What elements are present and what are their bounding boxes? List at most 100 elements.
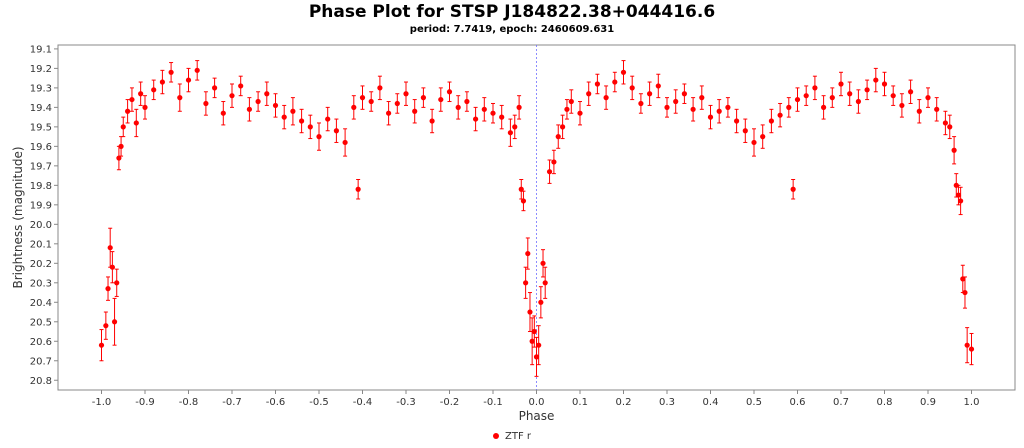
x-tick-label: -0.4: [353, 397, 373, 408]
data-point: [481, 106, 487, 112]
data-point: [734, 118, 740, 124]
data-point: [812, 85, 818, 91]
data-point: [325, 116, 331, 122]
x-tick-label: 0.6: [790, 397, 806, 408]
y-tick-label: 20.6: [30, 337, 52, 348]
data-point: [299, 118, 305, 124]
data-point: [612, 79, 618, 85]
data-point: [742, 128, 748, 134]
data-point: [490, 110, 496, 116]
data-point: [103, 323, 109, 329]
data-point: [760, 134, 766, 140]
x-tick-label: -0.2: [440, 397, 460, 408]
data-point: [536, 342, 542, 348]
legend-label: ZTF r: [504, 431, 531, 442]
data-point: [955, 192, 962, 198]
data-point: [212, 85, 218, 91]
y-tick-label: 19.5: [30, 122, 52, 133]
data-point: [351, 104, 357, 110]
data-point: [455, 104, 461, 110]
data-point: [777, 112, 783, 118]
y-tick-label: 20.8: [30, 376, 52, 387]
data-point: [873, 77, 879, 83]
data-point: [555, 134, 561, 140]
data-point: [899, 102, 905, 109]
x-tick-label: 0.9: [920, 397, 936, 408]
data-point: [151, 87, 157, 93]
data-point: [751, 139, 757, 146]
data-point: [934, 106, 940, 112]
y-tick-label: 20.7: [30, 356, 52, 367]
x-tick-label: 0.7: [833, 397, 849, 408]
y-tick-label: 20.5: [30, 317, 52, 328]
y-tick-label: 19.6: [30, 142, 52, 153]
data-point: [647, 91, 653, 97]
data-point: [768, 118, 775, 124]
data-point: [942, 120, 949, 126]
y-tick-label: 20.3: [30, 278, 52, 289]
data-point: [359, 95, 366, 101]
x-tick-label: 1.0: [964, 397, 980, 408]
data-point: [560, 124, 566, 130]
data-point: [507, 130, 513, 136]
data-point: [438, 96, 444, 103]
x-tick-label: -0.1: [483, 397, 503, 408]
data-point: [109, 264, 115, 270]
data-point: [111, 319, 118, 325]
data-point: [518, 186, 524, 192]
x-tick-label: -0.6: [266, 397, 286, 408]
y-tick-label: 20.0: [30, 220, 52, 231]
data-point: [220, 110, 226, 116]
x-tick-label: -0.7: [222, 397, 242, 408]
data-point: [960, 276, 966, 282]
data-point: [529, 338, 535, 344]
data-point: [638, 100, 644, 107]
data-point: [185, 77, 192, 83]
data-point: [594, 81, 601, 87]
y-tick-label: 19.8: [30, 181, 52, 192]
data-point: [838, 81, 844, 87]
data-point: [790, 186, 796, 192]
data-point: [412, 108, 418, 114]
data-point: [290, 108, 296, 114]
data-point: [864, 87, 870, 93]
data-point: [316, 134, 322, 140]
data-point: [603, 95, 609, 101]
data-point: [538, 299, 544, 305]
data-point: [540, 260, 546, 266]
data-point: [523, 280, 529, 286]
x-axis-label: Phase: [519, 409, 555, 423]
data-point: [386, 110, 392, 116]
data-point: [655, 83, 661, 89]
data-point: [699, 95, 705, 101]
data-point: [429, 118, 435, 124]
data-point: [908, 89, 914, 95]
data-point: [586, 91, 592, 97]
data-point: [673, 98, 679, 105]
data-point: [342, 139, 348, 146]
data-point: [953, 182, 959, 188]
data-point: [533, 354, 540, 360]
data-point: [520, 198, 527, 204]
data-point: [681, 91, 688, 97]
data-point: [125, 108, 131, 114]
data-point: [564, 106, 570, 112]
data-point: [420, 95, 426, 101]
x-tick-label: -0.9: [135, 397, 155, 408]
x-tick-label: -0.5: [309, 397, 329, 408]
data-point: [246, 106, 252, 112]
data-point: [118, 143, 124, 149]
x-tick-label: -1.0: [92, 397, 112, 408]
data-point: [551, 159, 557, 165]
x-tick-label: 0.3: [659, 397, 675, 408]
data-point: [177, 95, 183, 101]
data-point: [355, 186, 361, 192]
data-point: [881, 81, 888, 87]
data-point: [964, 342, 970, 348]
data-point: [847, 91, 853, 97]
data-point: [725, 104, 731, 110]
data-point: [525, 250, 531, 257]
data-point: [951, 147, 957, 153]
x-tick-label: -0.8: [179, 397, 199, 408]
